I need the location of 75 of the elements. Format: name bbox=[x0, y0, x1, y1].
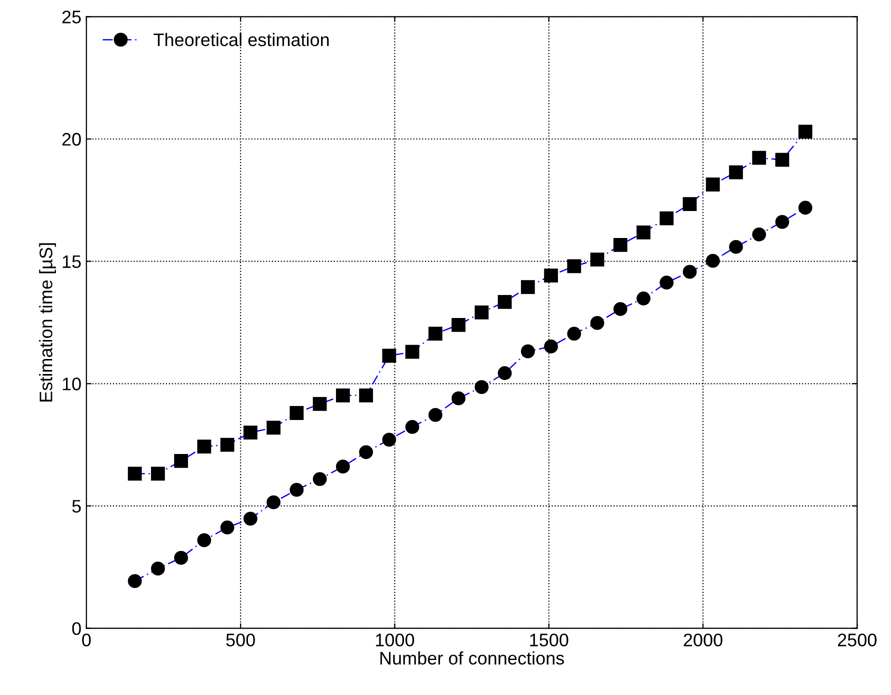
point bbox=[405, 420, 420, 434]
point bbox=[752, 227, 766, 242]
point bbox=[498, 366, 512, 380]
point bbox=[359, 445, 373, 460]
point bbox=[613, 238, 628, 252]
y-tick-label: 25 bbox=[62, 10, 81, 24]
point bbox=[290, 406, 304, 420]
point bbox=[382, 348, 396, 363]
point bbox=[474, 380, 489, 394]
point bbox=[498, 294, 512, 309]
point bbox=[544, 340, 558, 354]
point bbox=[636, 292, 650, 306]
x-tick-label: 1500 bbox=[530, 634, 568, 646]
point bbox=[174, 454, 188, 468]
point bbox=[636, 226, 650, 240]
point bbox=[359, 388, 373, 402]
point bbox=[128, 574, 142, 588]
point bbox=[266, 495, 280, 510]
x-tick-label: 1000 bbox=[376, 634, 414, 646]
x-tick-label: 500 bbox=[226, 634, 255, 646]
point bbox=[682, 264, 697, 279]
point bbox=[706, 254, 720, 268]
x-tick-label: 0 bbox=[82, 634, 91, 646]
point bbox=[266, 420, 280, 435]
point bbox=[243, 512, 258, 526]
y-tick-label: 15 bbox=[62, 255, 81, 268]
point bbox=[151, 466, 165, 481]
point bbox=[567, 259, 582, 274]
point bbox=[775, 152, 790, 167]
point bbox=[752, 150, 766, 165]
y-tick-label: 10 bbox=[62, 378, 81, 390]
y-axis-title: Estimation time [µS] bbox=[39, 243, 56, 402]
point bbox=[520, 280, 535, 294]
point bbox=[243, 426, 258, 440]
point bbox=[729, 165, 743, 180]
point bbox=[567, 326, 582, 341]
point bbox=[544, 268, 558, 282]
point bbox=[405, 344, 420, 359]
point bbox=[590, 252, 604, 267]
point bbox=[660, 211, 674, 226]
point bbox=[660, 276, 674, 290]
point bbox=[474, 306, 489, 320]
point bbox=[336, 388, 350, 402]
point bbox=[452, 318, 466, 332]
x-axis-title: Number of connections bbox=[380, 651, 564, 665]
y-tick-label: 0 bbox=[72, 622, 81, 635]
point bbox=[197, 440, 212, 454]
legend-label: Theoretical estimation bbox=[154, 32, 329, 46]
point bbox=[312, 397, 327, 411]
point bbox=[128, 466, 142, 481]
x-tick-label: 2000 bbox=[684, 634, 722, 646]
point bbox=[174, 550, 188, 565]
point bbox=[220, 520, 234, 534]
point bbox=[775, 214, 790, 229]
point bbox=[428, 326, 442, 341]
y-tick-label: 20 bbox=[62, 132, 81, 146]
point bbox=[452, 391, 466, 406]
point bbox=[220, 438, 234, 452]
point bbox=[336, 460, 350, 474]
point bbox=[520, 344, 535, 358]
point bbox=[290, 482, 304, 497]
point bbox=[428, 408, 442, 422]
point bbox=[382, 432, 396, 447]
x-tick-label: 2500 bbox=[838, 634, 877, 646]
point bbox=[682, 197, 697, 212]
point bbox=[590, 316, 604, 330]
point bbox=[729, 240, 743, 254]
point bbox=[706, 178, 720, 192]
point bbox=[613, 302, 628, 316]
y-tick-label: 5 bbox=[72, 500, 81, 513]
point bbox=[197, 533, 212, 548]
point bbox=[798, 124, 812, 139]
point bbox=[312, 472, 327, 486]
point bbox=[798, 200, 812, 215]
point bbox=[151, 562, 165, 576]
